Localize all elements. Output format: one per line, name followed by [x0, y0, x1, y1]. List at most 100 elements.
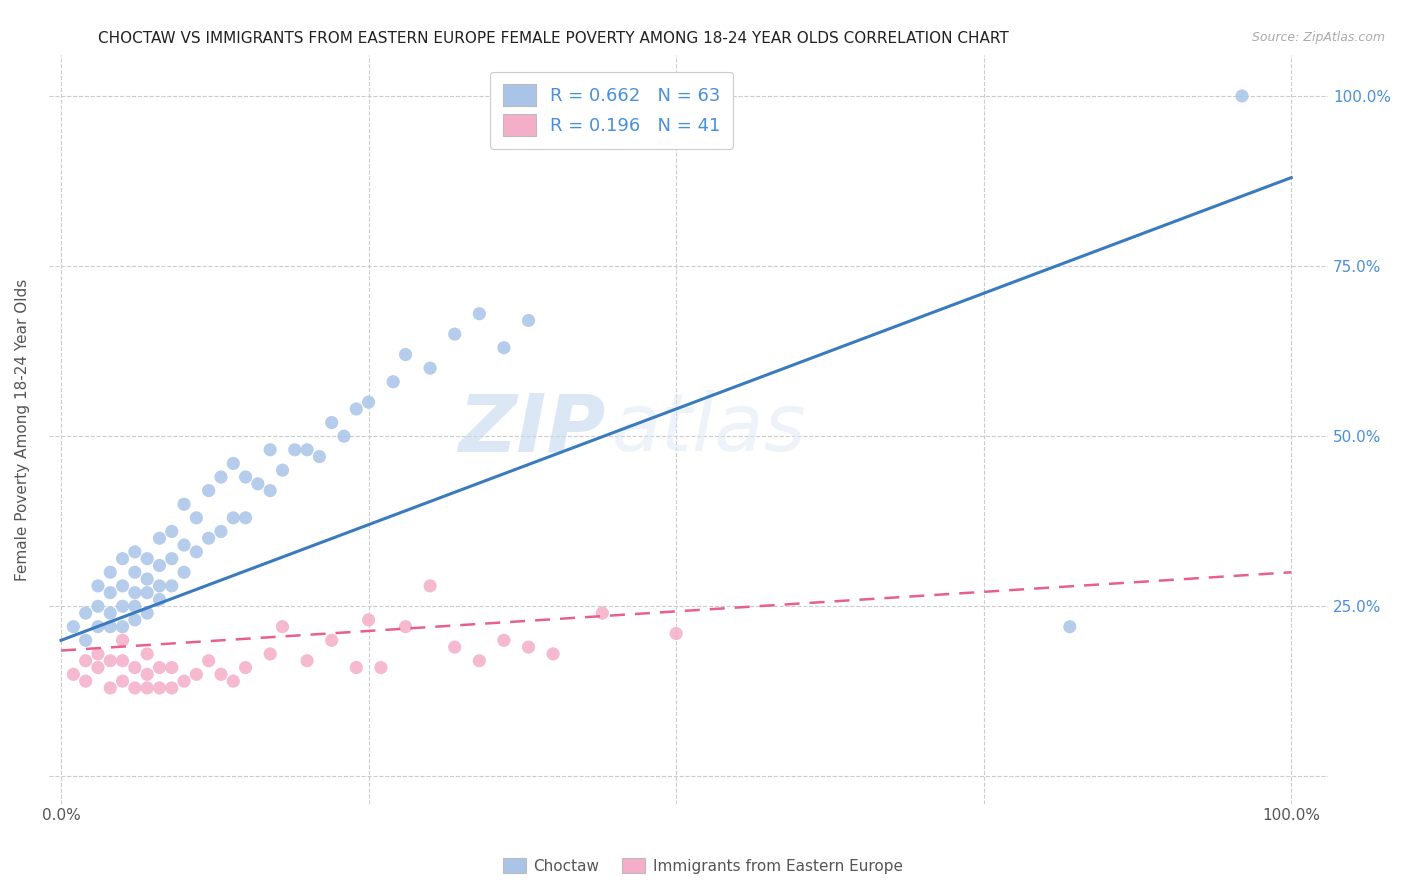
Point [87, 620, 110, 634]
Point [468, 654, 491, 668]
Point [197, 654, 219, 668]
Point [124, 599, 146, 614]
Text: Source: ZipAtlas.com: Source: ZipAtlas.com [1251, 31, 1385, 45]
Point [98, 681, 121, 695]
Point [136, 551, 159, 566]
Point [87, 660, 110, 674]
Point [382, 375, 405, 389]
Point [148, 579, 170, 593]
Point [98, 654, 121, 668]
Point [357, 395, 380, 409]
Point [62, 620, 84, 634]
Point [148, 681, 170, 695]
Point [124, 613, 146, 627]
Point [235, 470, 257, 484]
Point [124, 566, 146, 580]
Point [295, 654, 318, 668]
Point [160, 681, 183, 695]
Point [284, 442, 307, 457]
Point [541, 647, 564, 661]
Point [111, 620, 134, 634]
Point [271, 463, 294, 477]
Point [173, 538, 195, 552]
Point [98, 606, 121, 620]
Point [148, 592, 170, 607]
Point [148, 660, 170, 674]
Point [111, 654, 134, 668]
Point [357, 613, 380, 627]
Point [197, 483, 219, 498]
Point [1059, 620, 1081, 634]
Point [492, 633, 515, 648]
Point [222, 511, 245, 525]
Point [173, 674, 195, 689]
Point [443, 640, 465, 654]
Point [160, 524, 183, 539]
Point [468, 307, 491, 321]
Point [517, 640, 540, 654]
Point [111, 579, 134, 593]
Point [111, 633, 134, 648]
Point [136, 681, 159, 695]
Point [136, 585, 159, 599]
Point [148, 531, 170, 545]
Point [259, 483, 281, 498]
Point [124, 585, 146, 599]
Point [370, 660, 392, 674]
Point [87, 647, 110, 661]
Point [186, 667, 208, 681]
Text: CHOCTAW VS IMMIGRANTS FROM EASTERN EUROPE FEMALE POVERTY AMONG 18-24 YEAR OLDS C: CHOCTAW VS IMMIGRANTS FROM EASTERN EUROP… [98, 31, 1010, 46]
Point [160, 579, 183, 593]
Point [87, 579, 110, 593]
Point [87, 599, 110, 614]
Point [98, 585, 121, 599]
Point [321, 633, 343, 648]
Text: ZIP: ZIP [458, 391, 606, 468]
Point [517, 313, 540, 327]
Point [136, 667, 159, 681]
Point [235, 511, 257, 525]
Point [124, 660, 146, 674]
Point [394, 620, 416, 634]
Point [394, 347, 416, 361]
Point [75, 654, 97, 668]
Point [98, 620, 121, 634]
Point [75, 633, 97, 648]
Point [419, 579, 441, 593]
Point [148, 558, 170, 573]
Point [443, 327, 465, 342]
Point [111, 674, 134, 689]
Point [124, 681, 146, 695]
Point [160, 551, 183, 566]
Point [98, 566, 121, 580]
Point [209, 524, 232, 539]
Point [492, 341, 515, 355]
Legend: R = 0.662   N = 63, R = 0.196   N = 41: R = 0.662 N = 63, R = 0.196 N = 41 [491, 71, 733, 149]
Point [259, 647, 281, 661]
Point [197, 531, 219, 545]
Point [1230, 89, 1253, 103]
Point [209, 470, 232, 484]
Point [419, 361, 441, 376]
Point [160, 660, 183, 674]
Point [75, 606, 97, 620]
Point [222, 674, 245, 689]
Point [308, 450, 330, 464]
Point [222, 457, 245, 471]
Point [591, 606, 613, 620]
Point [111, 551, 134, 566]
Point [75, 674, 97, 689]
Point [62, 667, 84, 681]
Point [344, 660, 367, 674]
Point [111, 599, 134, 614]
Point [321, 416, 343, 430]
Point [173, 497, 195, 511]
Point [136, 647, 159, 661]
Point [235, 660, 257, 674]
Point [295, 442, 318, 457]
Y-axis label: Female Poverty Among 18-24 Year Olds: Female Poverty Among 18-24 Year Olds [15, 278, 30, 581]
Point [136, 606, 159, 620]
Point [333, 429, 356, 443]
Text: atlas: atlas [612, 391, 807, 468]
Point [271, 620, 294, 634]
